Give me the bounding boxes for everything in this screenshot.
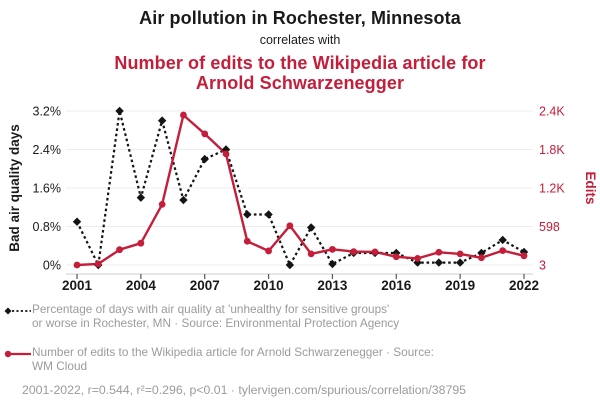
chart-subtitle: Number of edits to the Wikipedia article…	[114, 53, 486, 93]
data-point-circle	[286, 222, 294, 230]
chart-legend: Percentage of days with air quality at '…	[4, 302, 564, 388]
left-axis-title: Bad air quality days	[7, 124, 22, 252]
x-axis-tick-label: 2019	[445, 278, 475, 293]
right-axis-tick-label: 2.4K	[539, 105, 565, 119]
data-point-diamond	[498, 235, 507, 245]
left-axis-tick-label: 0.8%	[33, 220, 62, 234]
right-axis-tick-label: 3	[539, 259, 546, 273]
data-point-circle	[499, 247, 507, 255]
data-point-diamond	[477, 248, 486, 258]
data-point-circle	[414, 255, 421, 262]
data-point-diamond	[243, 210, 252, 219]
series-line	[76, 109, 525, 267]
data-point-circle	[116, 246, 123, 254]
data-point-diamond	[434, 258, 444, 267]
data-point-circle	[180, 111, 187, 119]
data-point-circle	[329, 245, 336, 253]
x-axis-tick-label: 2022	[509, 278, 539, 293]
left-axis-tick-label: 0%	[43, 259, 61, 273]
x-axis-tick-label: 2007	[190, 278, 220, 293]
x-axis-tick-label: 2016	[381, 278, 412, 293]
left-axis-tick-label: 1.6%	[33, 182, 62, 196]
data-point-diamond	[328, 259, 337, 269]
data-point-diamond	[179, 195, 188, 205]
series-line	[76, 113, 525, 267]
series-lines	[76, 109, 525, 267]
data-point-circle	[307, 250, 315, 258]
data-point-circle	[350, 248, 358, 256]
data-point-circle	[158, 200, 166, 208]
left-axis-tick-label: 2.4%	[33, 143, 62, 157]
correlates-with-label: correlates with	[259, 33, 341, 47]
legend-item-wikipedia-edits: Number of edits to the Wikipedia article…	[4, 345, 564, 373]
right-axis-title: Edits	[583, 171, 598, 204]
chart-header: Air pollution in Rochester, Minnesota co…	[0, 0, 600, 93]
data-point-circle	[265, 247, 272, 255]
data-point-circle	[371, 248, 379, 256]
data-point-circle	[94, 260, 102, 268]
data-point-diamond	[306, 223, 316, 232]
data-point-circle	[243, 237, 251, 245]
x-axis-tick-label: 2001	[62, 278, 93, 293]
legend-label-line: Percentage of days with air quality at '…	[32, 302, 390, 316]
y-tick-labels: 0% 3 0.8% 598 1.6% 1.2K 2.4% 1.8K 3.2% 2.4K	[33, 105, 566, 273]
right-axis-tick-label: 598	[539, 220, 560, 234]
x-axis: 2001 2004 2007 2010 2013 2016 2019 2022	[62, 273, 539, 293]
red-circle-solid-marker-icon	[4, 350, 31, 358]
data-point-diamond	[455, 258, 465, 267]
data-point-circle	[222, 150, 230, 158]
stats-and-source-footer: 2001-2022, r=0.544, r²=0.296, p<0.01 · t…	[22, 383, 466, 397]
x-axis-tick-label: 2010	[254, 278, 284, 293]
data-point-circle	[478, 254, 485, 262]
data-point-diamond	[264, 210, 273, 219]
data-point-diamond	[285, 260, 295, 270]
legend-label: Number of edits to the Wikipedia article…	[32, 345, 434, 373]
data-point-circle	[73, 261, 81, 269]
data-point-diamond	[115, 106, 124, 116]
data-point-circle	[201, 130, 209, 138]
gridlines	[66, 110, 533, 266]
legend-label-line: Number of edits to the Wikipedia article…	[32, 345, 434, 359]
data-point-circle	[456, 250, 464, 258]
left-axis-tick-label: 3.2%	[33, 105, 62, 119]
legend-label: Percentage of days with air quality at '…	[32, 302, 399, 330]
legend-item-air-quality: Percentage of days with air quality at '…	[4, 302, 564, 330]
x-axis-tick-label: 2004	[126, 278, 157, 293]
data-point-diamond	[72, 217, 82, 226]
data-point-circle	[520, 252, 528, 260]
x-axis-tick-label: 2013	[317, 278, 348, 293]
data-point-circle	[392, 253, 400, 261]
data-point-diamond	[136, 193, 146, 202]
data-point-circle	[137, 239, 145, 247]
data-point-diamond	[157, 116, 167, 125]
legend-label-line: or worse in Rochester, MN · Source: Envi…	[32, 316, 400, 330]
data-point-diamond	[221, 145, 231, 154]
data-point-circle	[435, 248, 443, 256]
right-axis-tick-label: 1.2K	[539, 182, 565, 196]
black-diamond-dashed-marker-icon	[4, 307, 31, 315]
data-point-diamond	[200, 154, 209, 164]
page-title: Air pollution in Rochester, Minnesota	[139, 8, 461, 28]
right-axis-tick-label: 1.8K	[539, 143, 565, 157]
legend-label-line: WM Cloud	[32, 359, 88, 373]
